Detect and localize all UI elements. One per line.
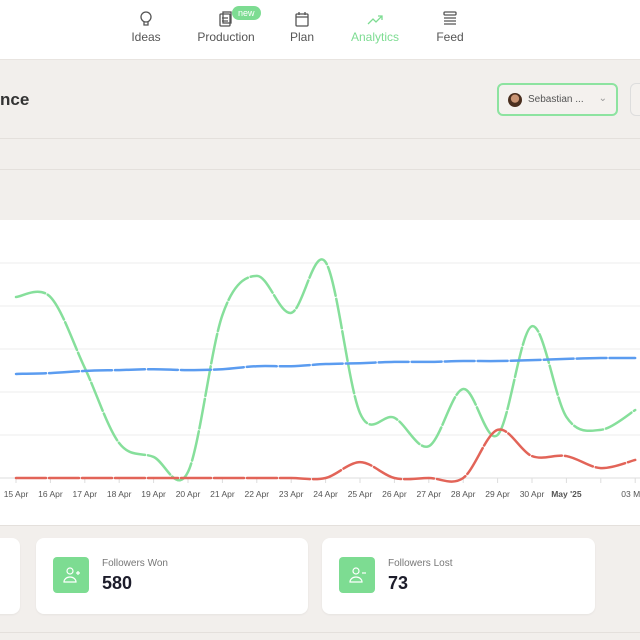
- x-tick-label: May '25: [551, 489, 582, 499]
- x-tick-label: 03 May: [621, 489, 640, 499]
- x-tick-label: 21 Apr: [210, 489, 235, 499]
- nav-analytics[interactable]: Analytics: [335, 10, 415, 44]
- divider: [0, 138, 640, 139]
- secondary-button[interactable]: [630, 83, 640, 116]
- x-tick-label: 30 Apr: [520, 489, 545, 499]
- x-tick-label: 26 Apr: [382, 489, 407, 499]
- x-tick-label: 22 Apr: [245, 489, 270, 499]
- top-nav: Ideas Production new Plan Analytics Feed: [0, 0, 640, 60]
- avatar: [508, 92, 522, 107]
- user-plus-icon: [53, 557, 89, 593]
- stat-card-followers-won: Followers Won 580: [36, 538, 308, 614]
- new-badge: new: [232, 6, 261, 20]
- nav-ideas[interactable]: Ideas: [106, 10, 186, 44]
- clipboard-icon: [219, 11, 232, 27]
- page-title: nce: [0, 90, 30, 109]
- x-tick-label: 28 Apr: [451, 489, 476, 499]
- x-tick-label: 18 Apr: [107, 489, 132, 499]
- x-tick-label: 24 Apr: [313, 489, 338, 499]
- chart-card: 15 Apr 16 Apr 17 Apr 18 Apr 19 Apr 20 Apr 21 A…: [0, 220, 640, 526]
- x-tick-label: 27 Apr: [417, 489, 442, 499]
- stack-icon: [443, 11, 457, 25]
- x-tick-label: 20 Apr: [176, 489, 201, 499]
- calendar-icon: [295, 12, 309, 27]
- trending-up-icon: [367, 15, 383, 25]
- x-tick-label: 19 Apr: [141, 489, 166, 499]
- nav-feed[interactable]: Feed: [410, 10, 490, 44]
- series-line-2: [14, 428, 637, 483]
- account-select[interactable]: Sebastian ... ⌄: [497, 83, 618, 116]
- series-line-0: [14, 258, 637, 482]
- x-tick-label: 23 Apr: [279, 489, 304, 499]
- x-tick-label: 16 Apr: [38, 489, 63, 499]
- stat-card: [0, 538, 20, 614]
- chevron-down-icon: ⌄: [598, 93, 607, 104]
- x-tick-label: 15 Apr: [4, 489, 29, 499]
- nav-plan[interactable]: Plan: [262, 10, 342, 44]
- divider: [0, 169, 640, 170]
- lightbulb-icon: [140, 11, 152, 26]
- divider: [0, 632, 640, 633]
- series-line-1: [14, 356, 637, 376]
- x-tick-label: 17 Apr: [73, 489, 98, 499]
- stat-card-followers-lost: Followers Lost 73: [322, 538, 595, 614]
- user-minus-icon: [339, 557, 375, 593]
- x-tick-label: 29 Apr: [485, 489, 510, 499]
- x-tick-label: 25 Apr: [348, 489, 373, 499]
- nav-production[interactable]: Production new: [186, 6, 266, 44]
- line-chart: 15 Apr 16 Apr 17 Apr 18 Apr 19 Apr 20 Apr 21 A…: [0, 258, 640, 499]
